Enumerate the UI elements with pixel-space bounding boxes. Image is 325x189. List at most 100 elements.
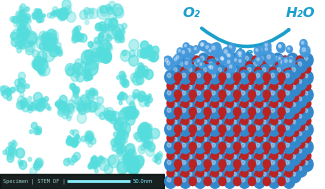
Circle shape [246, 114, 253, 122]
Circle shape [29, 41, 33, 47]
Circle shape [257, 88, 269, 102]
Circle shape [26, 84, 29, 88]
Circle shape [278, 177, 285, 186]
Circle shape [179, 70, 186, 79]
Circle shape [260, 65, 271, 78]
Circle shape [285, 134, 293, 142]
Circle shape [271, 151, 278, 160]
Circle shape [101, 51, 111, 63]
Circle shape [231, 96, 238, 105]
Circle shape [241, 125, 245, 130]
Circle shape [268, 131, 272, 136]
Circle shape [94, 160, 97, 164]
Circle shape [134, 110, 139, 115]
Circle shape [198, 71, 210, 84]
Circle shape [98, 32, 109, 45]
Circle shape [147, 135, 151, 139]
Circle shape [109, 18, 118, 28]
Circle shape [73, 64, 83, 74]
Circle shape [135, 155, 144, 166]
Circle shape [208, 160, 215, 169]
Circle shape [114, 121, 122, 131]
Circle shape [18, 33, 25, 42]
Circle shape [124, 109, 131, 117]
Circle shape [221, 76, 233, 90]
Circle shape [224, 114, 228, 119]
Circle shape [41, 98, 46, 103]
Circle shape [212, 116, 218, 125]
Circle shape [143, 131, 148, 136]
Circle shape [208, 125, 215, 134]
Circle shape [230, 126, 234, 130]
Circle shape [232, 146, 240, 154]
Circle shape [182, 108, 186, 112]
Circle shape [73, 152, 80, 160]
Circle shape [12, 16, 18, 23]
Circle shape [116, 139, 120, 143]
Circle shape [268, 105, 275, 113]
Circle shape [192, 94, 203, 107]
Circle shape [274, 56, 278, 61]
Circle shape [122, 81, 127, 86]
Circle shape [187, 79, 194, 87]
Circle shape [180, 88, 191, 101]
Circle shape [142, 96, 146, 100]
Circle shape [67, 116, 71, 121]
Circle shape [304, 143, 308, 148]
Circle shape [129, 109, 135, 115]
Circle shape [138, 91, 145, 99]
Circle shape [215, 143, 219, 148]
Circle shape [76, 67, 84, 75]
Circle shape [188, 128, 195, 136]
Circle shape [277, 102, 281, 107]
Circle shape [247, 146, 254, 154]
Circle shape [240, 172, 247, 180]
Circle shape [202, 149, 209, 157]
Circle shape [144, 48, 150, 53]
Circle shape [38, 59, 48, 70]
Circle shape [207, 111, 218, 125]
Circle shape [218, 67, 221, 72]
Circle shape [237, 91, 244, 99]
Circle shape [74, 31, 78, 36]
Circle shape [92, 48, 100, 57]
Circle shape [278, 108, 285, 116]
Circle shape [215, 134, 227, 148]
Circle shape [137, 49, 144, 57]
Circle shape [219, 143, 226, 151]
Circle shape [226, 116, 233, 125]
Circle shape [95, 169, 98, 173]
Circle shape [126, 109, 135, 118]
Circle shape [7, 153, 13, 159]
Circle shape [283, 149, 287, 153]
Circle shape [74, 33, 80, 39]
Circle shape [22, 26, 29, 34]
Circle shape [17, 33, 22, 38]
Circle shape [173, 67, 177, 72]
Circle shape [254, 102, 262, 110]
Circle shape [295, 111, 307, 125]
Circle shape [124, 152, 133, 163]
Circle shape [222, 160, 229, 169]
Circle shape [131, 113, 135, 117]
Circle shape [179, 105, 186, 113]
Circle shape [111, 18, 117, 26]
Circle shape [233, 172, 236, 176]
Circle shape [126, 112, 130, 117]
Circle shape [265, 43, 267, 46]
Circle shape [209, 88, 216, 96]
Circle shape [276, 114, 282, 122]
Circle shape [118, 146, 124, 153]
Circle shape [35, 164, 40, 170]
Circle shape [128, 156, 139, 169]
Circle shape [145, 48, 152, 57]
Circle shape [130, 101, 135, 107]
Circle shape [91, 53, 99, 62]
Circle shape [115, 134, 124, 144]
Circle shape [248, 90, 255, 99]
Circle shape [194, 157, 206, 171]
Circle shape [35, 126, 39, 131]
Circle shape [106, 43, 112, 50]
Circle shape [222, 108, 229, 116]
Circle shape [117, 30, 123, 37]
